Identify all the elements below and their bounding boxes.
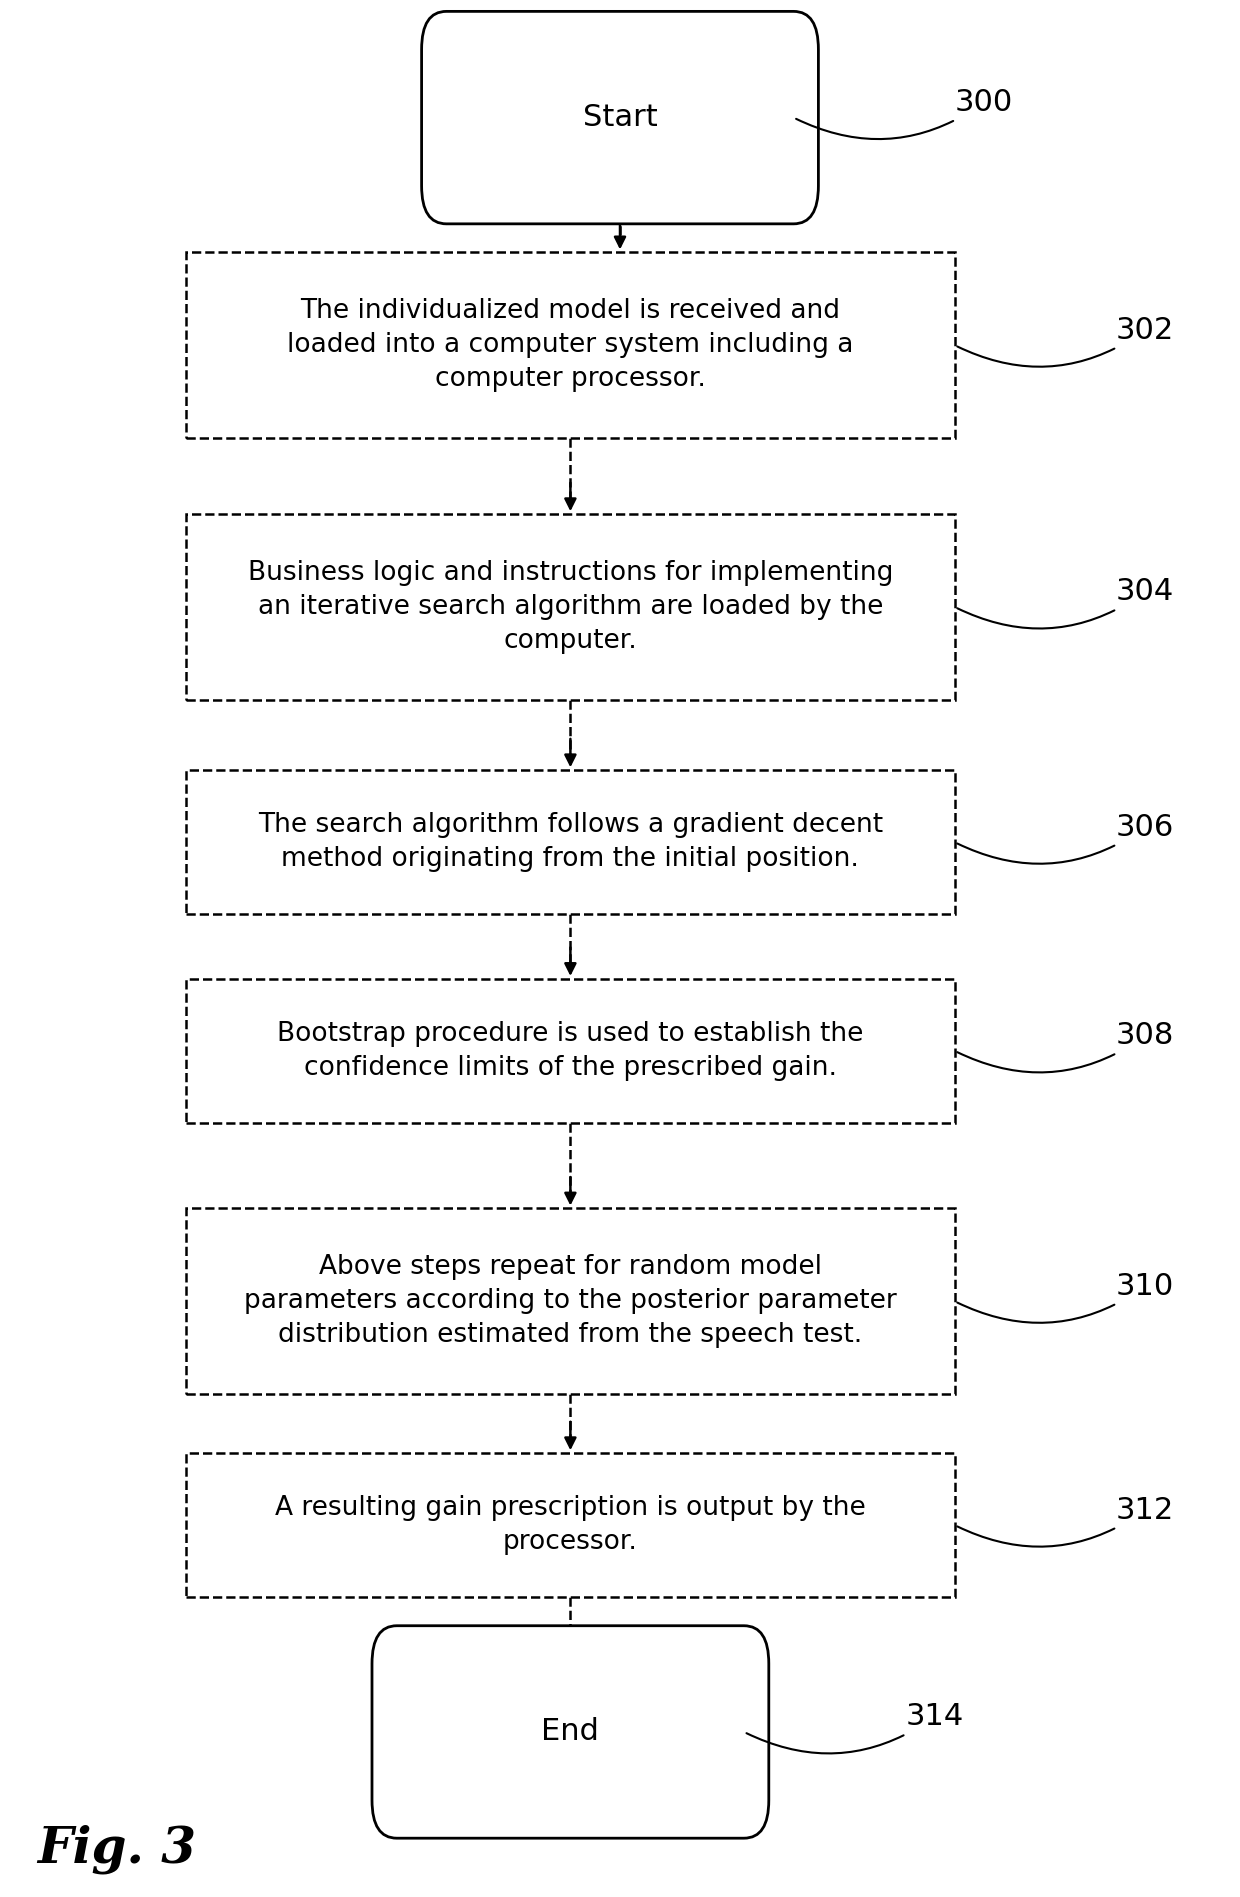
Text: 310: 310 [957, 1271, 1174, 1322]
Text: A resulting gain prescription is output by the
processor.: A resulting gain prescription is output … [275, 1495, 866, 1556]
Text: 314: 314 [746, 1702, 963, 1753]
Text: 312: 312 [957, 1495, 1174, 1546]
Text: Above steps repeat for random model
parameters according to the posterior parame: Above steps repeat for random model para… [244, 1254, 897, 1349]
Text: Bootstrap procedure is used to establish the
confidence limits of the prescribed: Bootstrap procedure is used to establish… [278, 1021, 863, 1081]
Text: 302: 302 [957, 315, 1174, 366]
Text: 308: 308 [957, 1021, 1174, 1072]
FancyBboxPatch shape [372, 1626, 769, 1838]
FancyBboxPatch shape [186, 770, 955, 914]
Text: Fig. 3: Fig. 3 [37, 1825, 196, 1874]
FancyBboxPatch shape [186, 1208, 955, 1394]
Text: 300: 300 [796, 87, 1013, 138]
Text: The individualized model is received and
loaded into a computer system including: The individualized model is received and… [288, 298, 853, 393]
FancyBboxPatch shape [186, 1453, 955, 1597]
Text: Business logic and instructions for implementing
an iterative search algorithm a: Business logic and instructions for impl… [248, 560, 893, 654]
FancyBboxPatch shape [186, 514, 955, 700]
Text: End: End [542, 1717, 599, 1747]
Text: 306: 306 [957, 812, 1174, 863]
FancyBboxPatch shape [186, 979, 955, 1123]
FancyBboxPatch shape [186, 252, 955, 438]
FancyBboxPatch shape [422, 11, 818, 224]
Text: 304: 304 [957, 577, 1174, 628]
Text: The search algorithm follows a gradient decent
method originating from the initi: The search algorithm follows a gradient … [258, 812, 883, 873]
Text: Start: Start [583, 102, 657, 133]
